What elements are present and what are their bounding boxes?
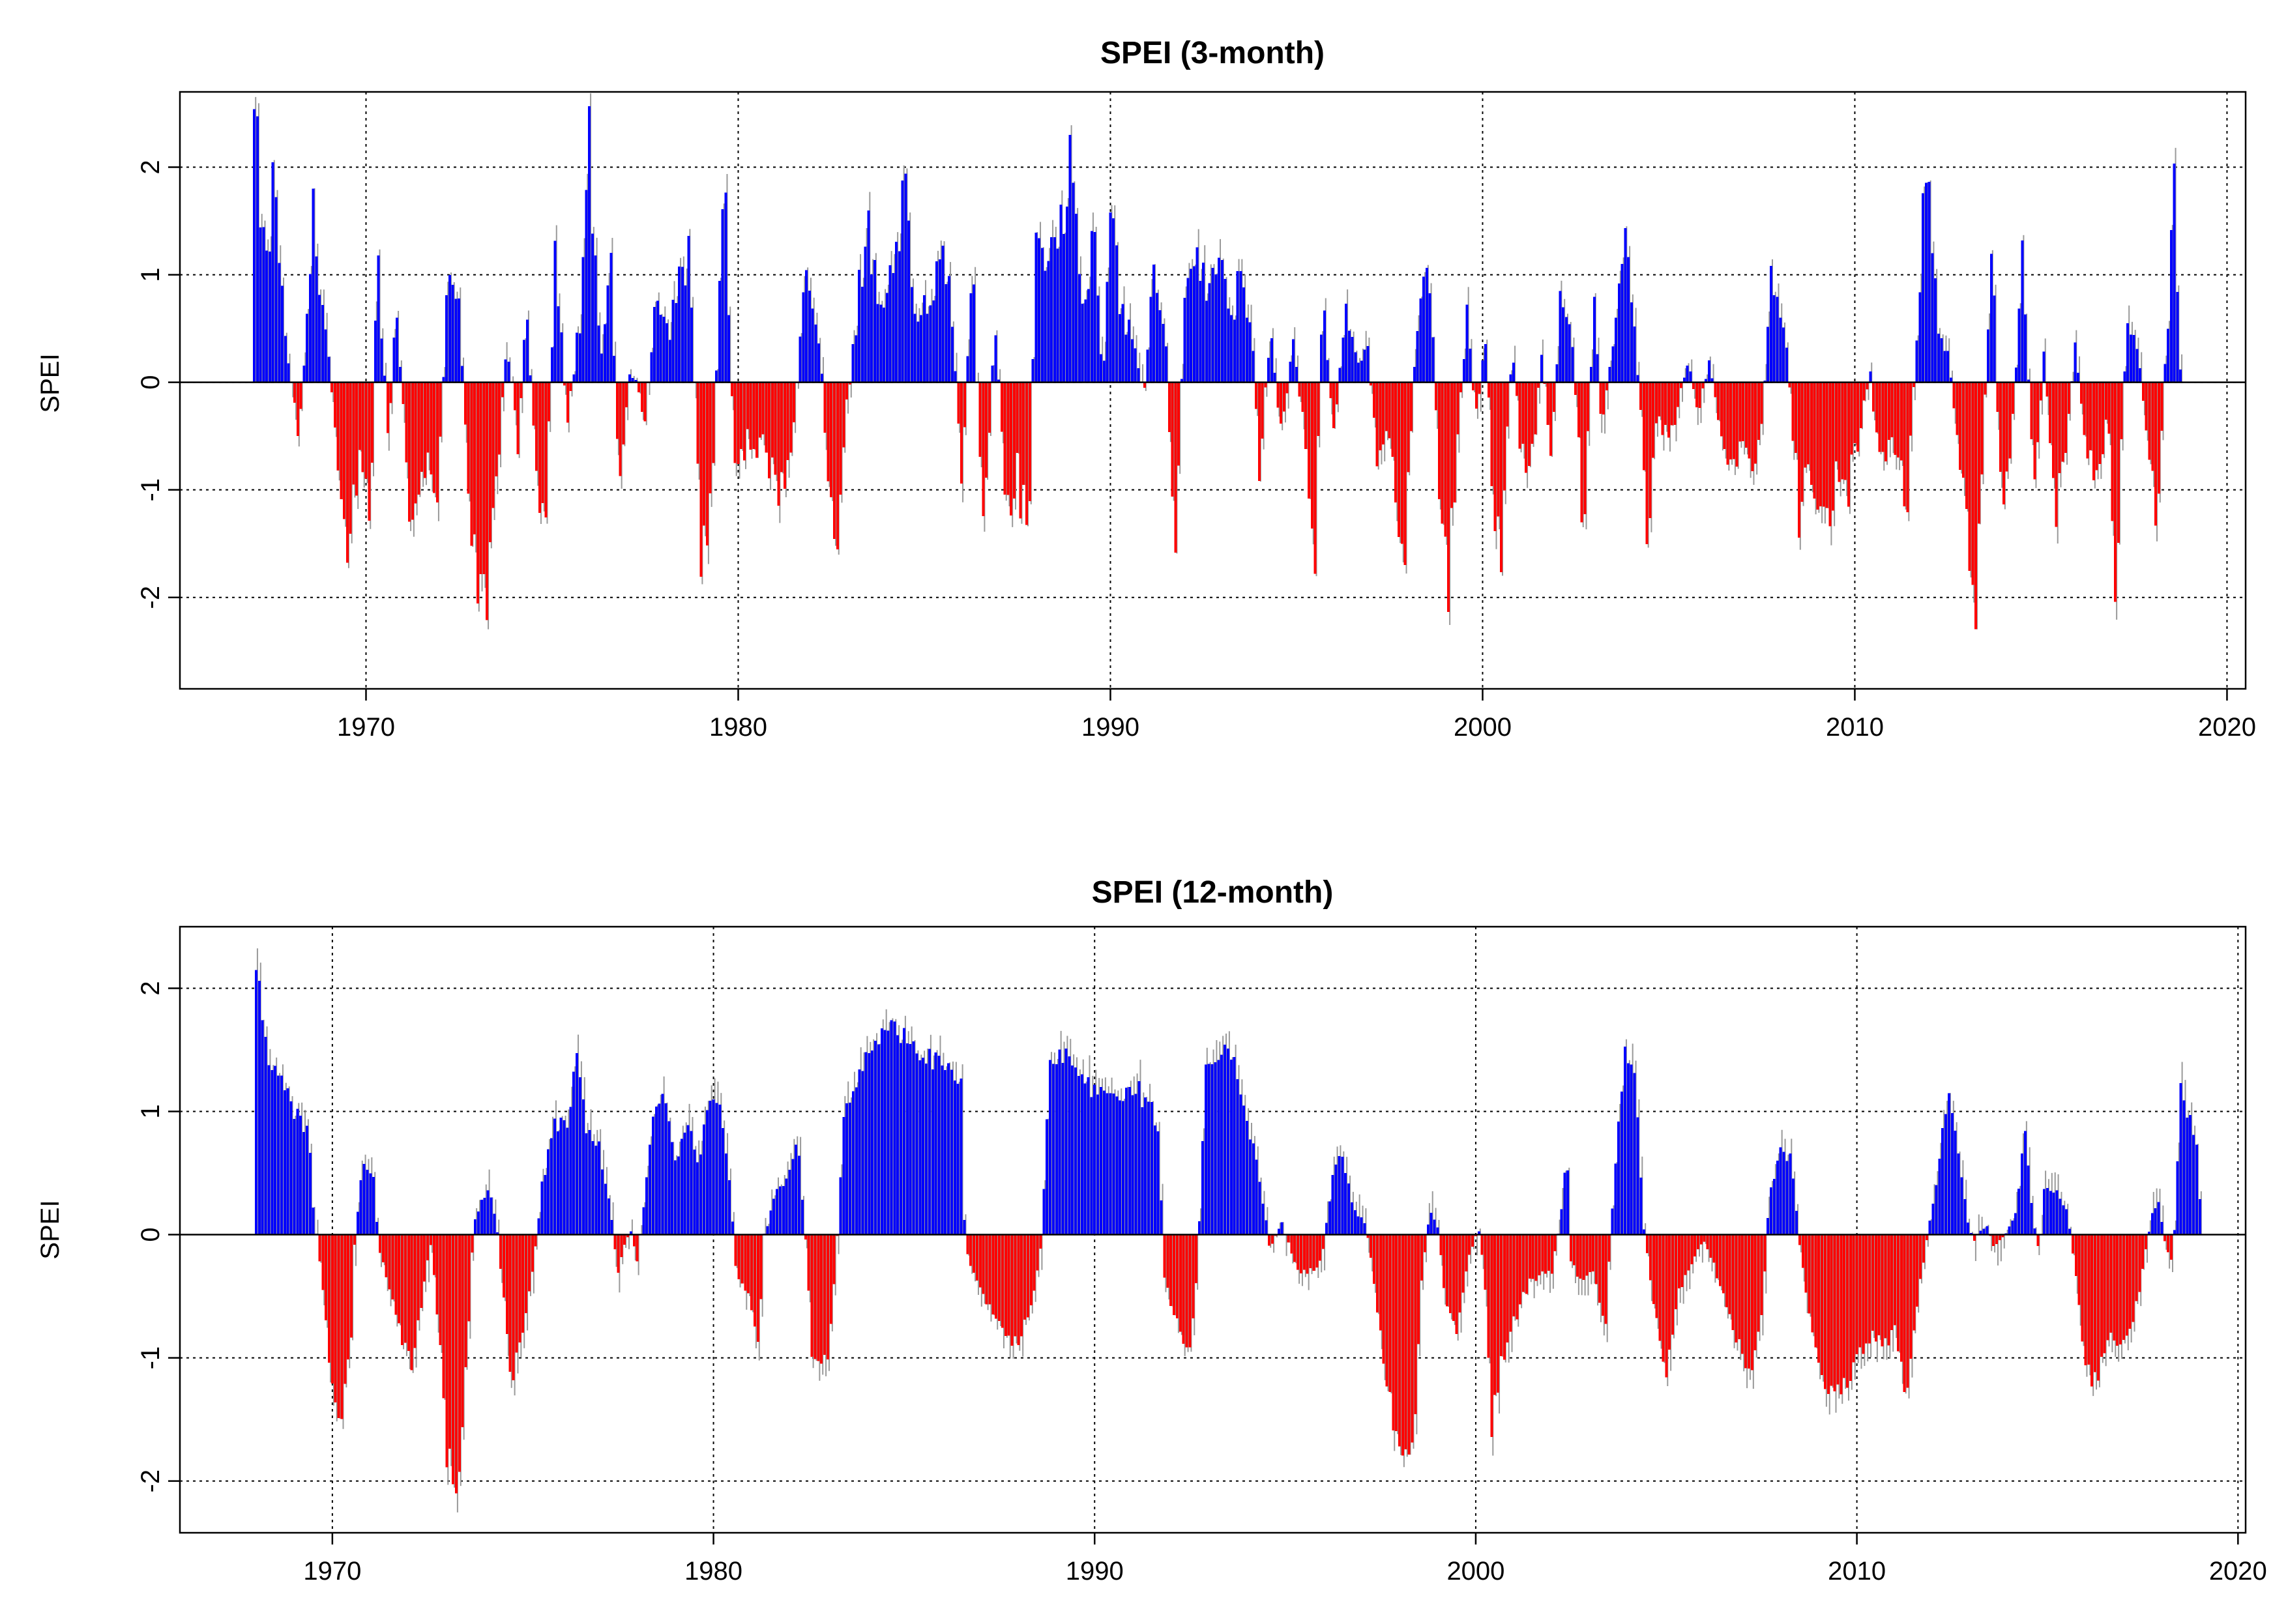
x-tick-label: 2000 — [1454, 713, 1512, 742]
y-tick-label: -1 — [136, 478, 165, 502]
x-tick-label: 2000 — [1446, 1557, 1504, 1586]
spei3-y-axis: -2 -1 0 1 2 — [136, 160, 180, 609]
y-tick-label: -2 — [136, 1470, 165, 1493]
y-tick-label: 0 — [136, 375, 165, 389]
spei3-panel: SPEI (3-month) SPEI 1970 1980 1990 2000 2010… — [36, 36, 2256, 742]
x-tick-label: 2020 — [2198, 713, 2256, 742]
x-tick-label: 2010 — [1826, 713, 1884, 742]
x-tick-label: 1980 — [709, 713, 767, 742]
y-tick-label: 2 — [136, 160, 165, 174]
x-tick-label: 1970 — [337, 713, 395, 742]
spei12-plot-frame — [179, 925, 2247, 1534]
y-tick-label: 1 — [136, 1104, 165, 1118]
y-tick-label: 0 — [136, 1227, 165, 1241]
spei3-x-axis: 1970 1980 1990 2000 2010 2020 — [337, 689, 2256, 742]
y-tick-label: -2 — [136, 586, 165, 609]
x-tick-label: 2020 — [2209, 1557, 2267, 1586]
spei12-title: SPEI (12-month) — [1092, 875, 1334, 910]
spei12-x-axis: 1970 1980 1990 2000 2010 2020 — [303, 1533, 2267, 1586]
x-tick-label: 1990 — [1066, 1557, 1124, 1586]
y-tick-label: 1 — [136, 267, 165, 282]
y-tick-label: 2 — [136, 981, 165, 995]
spei3-plot-frame — [179, 91, 2247, 690]
x-tick-label: 1990 — [1081, 713, 1139, 742]
spei12-bars — [254, 948, 2202, 1513]
spei12-ylabel: SPEI — [36, 1200, 65, 1259]
x-tick-label: 2010 — [1828, 1557, 1886, 1586]
spei12-panel: SPEI (12-month) SPEI 1970 1980 1990 2000 201… — [36, 875, 2267, 1586]
x-tick-label: 1970 — [303, 1557, 361, 1586]
y-tick-label: -1 — [136, 1346, 165, 1370]
x-tick-label: 1980 — [684, 1557, 742, 1586]
spei3-bars — [253, 93, 2183, 630]
spei12-y-axis: -2 -1 0 1 2 — [136, 981, 180, 1492]
spei3-title: SPEI (3-month) — [1100, 36, 1325, 70]
spei3-ylabel: SPEI — [36, 353, 65, 413]
